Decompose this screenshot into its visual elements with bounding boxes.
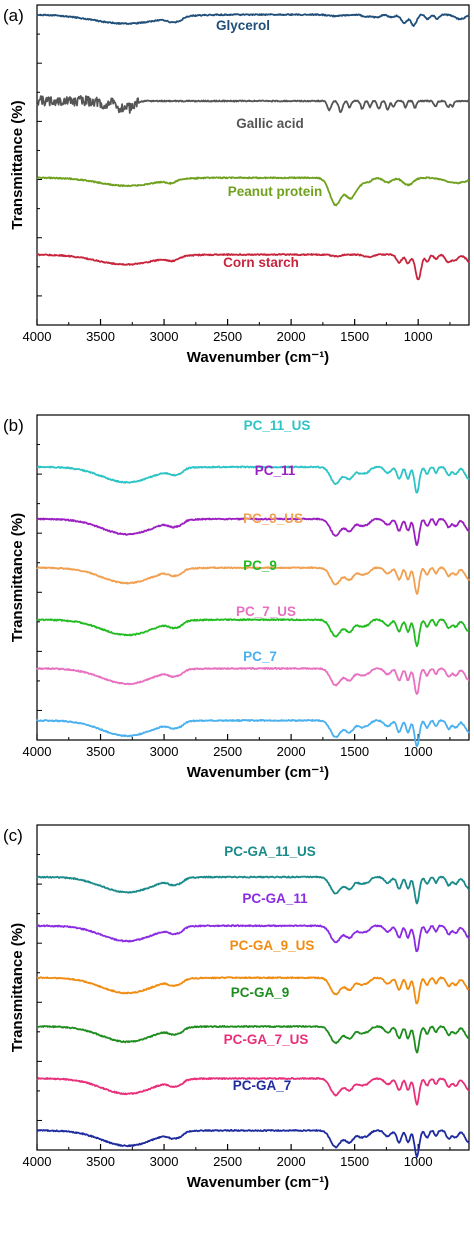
x-tick-label: 3500: [86, 329, 115, 344]
spectrum-line: [36, 667, 470, 695]
series-label: PC-GA_11_US: [224, 844, 316, 859]
y-axis-title: Transmittance (%): [9, 923, 26, 1052]
series-label: PC_7_US: [236, 604, 296, 619]
spectrum-line: [36, 95, 470, 114]
spectrum-line: [36, 976, 470, 1005]
series-label: Glycerol: [216, 18, 270, 33]
x-tick-label: 4000: [23, 744, 52, 759]
series-label: Peanut protein: [228, 184, 323, 199]
x-tick-label: 3000: [150, 329, 179, 344]
x-tick-label: 2000: [277, 1154, 306, 1169]
x-tick-label: 3500: [86, 1154, 115, 1169]
spectrum-line: [36, 924, 470, 953]
spectrum-line: [36, 465, 470, 494]
x-tick-label: 3000: [150, 744, 179, 759]
x-tick-label: 2000: [277, 744, 306, 759]
spectrum-line: [36, 719, 470, 748]
x-tick-label: 2500: [213, 744, 242, 759]
spectrum-line: [36, 875, 470, 905]
x-tick-label: 1500: [340, 329, 369, 344]
x-axis-title: Wavenumber (cm⁻¹): [187, 764, 329, 781]
y-axis-title: Transmittance (%): [9, 513, 26, 642]
spectrum-line: [36, 618, 470, 648]
spectrum-line: [36, 1077, 470, 1106]
x-tick-label: 1000: [404, 744, 433, 759]
series-label: PC-GA_11: [242, 891, 308, 906]
x-tick-label: 3500: [86, 744, 115, 759]
panel-tag: (b): [3, 416, 24, 435]
x-tick-label: 4000: [23, 329, 52, 344]
x-tick-label: 1000: [404, 1154, 433, 1169]
x-tick-label: 1500: [340, 1154, 369, 1169]
series-label: PC-GA_9: [231, 985, 290, 1000]
x-tick-label: 2000: [277, 329, 306, 344]
spectrum-line: [36, 1025, 470, 1054]
panel-0: (a) 4000 3500 3000 2500 2000 1500 1000 Wavenumbe…: [3, 4, 470, 366]
x-tick-label: 2500: [213, 329, 242, 344]
panel-1: (b) 4000 3500 3000 2500 2000 1500 1000 Wavenumbe…: [3, 414, 470, 781]
x-tick-label: 4000: [23, 1154, 52, 1169]
series-label: PC_11: [255, 463, 296, 478]
x-tick-label: 1000: [404, 329, 433, 344]
plot-frame: [36, 824, 470, 1151]
x-tick-label: 2500: [213, 1154, 242, 1169]
series-label: PC_9_US: [243, 511, 303, 526]
panel-2: (c) 4000 3500 3000 2500 2000 1500 1000 Wavenumbe…: [3, 824, 470, 1191]
x-axis-title: Wavenumber (cm⁻¹): [187, 349, 329, 366]
spectrum-line: [36, 1129, 470, 1158]
series-label: Corn starch: [223, 255, 299, 270]
series-label: PC-GA_7_US: [224, 1032, 309, 1047]
x-axis-title: Wavenumber (cm⁻¹): [187, 1174, 329, 1191]
spectrum-line: [36, 566, 470, 595]
series-label: PC-GA_9_US: [230, 938, 315, 953]
y-axis-title: Transmittance (%): [9, 100, 26, 229]
x-tick-label: 3000: [150, 1154, 179, 1169]
series-label: Gallic acid: [236, 116, 304, 131]
plot-frame: [36, 4, 470, 326]
panel-tag: (a): [3, 6, 24, 25]
x-tick-label: 1500: [340, 744, 369, 759]
spectrum-line: [36, 517, 470, 546]
series-label: PC_9: [243, 558, 277, 573]
spectrum-line: [36, 253, 470, 281]
spectrum-line: [36, 13, 470, 27]
series-label: PC-GA_7: [233, 1078, 292, 1093]
spectrum-line: [36, 176, 470, 207]
panel-tag: (c): [3, 826, 23, 845]
series-label: PC_7: [243, 649, 277, 664]
plot-frame: [36, 414, 470, 741]
series-label: PC_11_US: [244, 418, 311, 433]
